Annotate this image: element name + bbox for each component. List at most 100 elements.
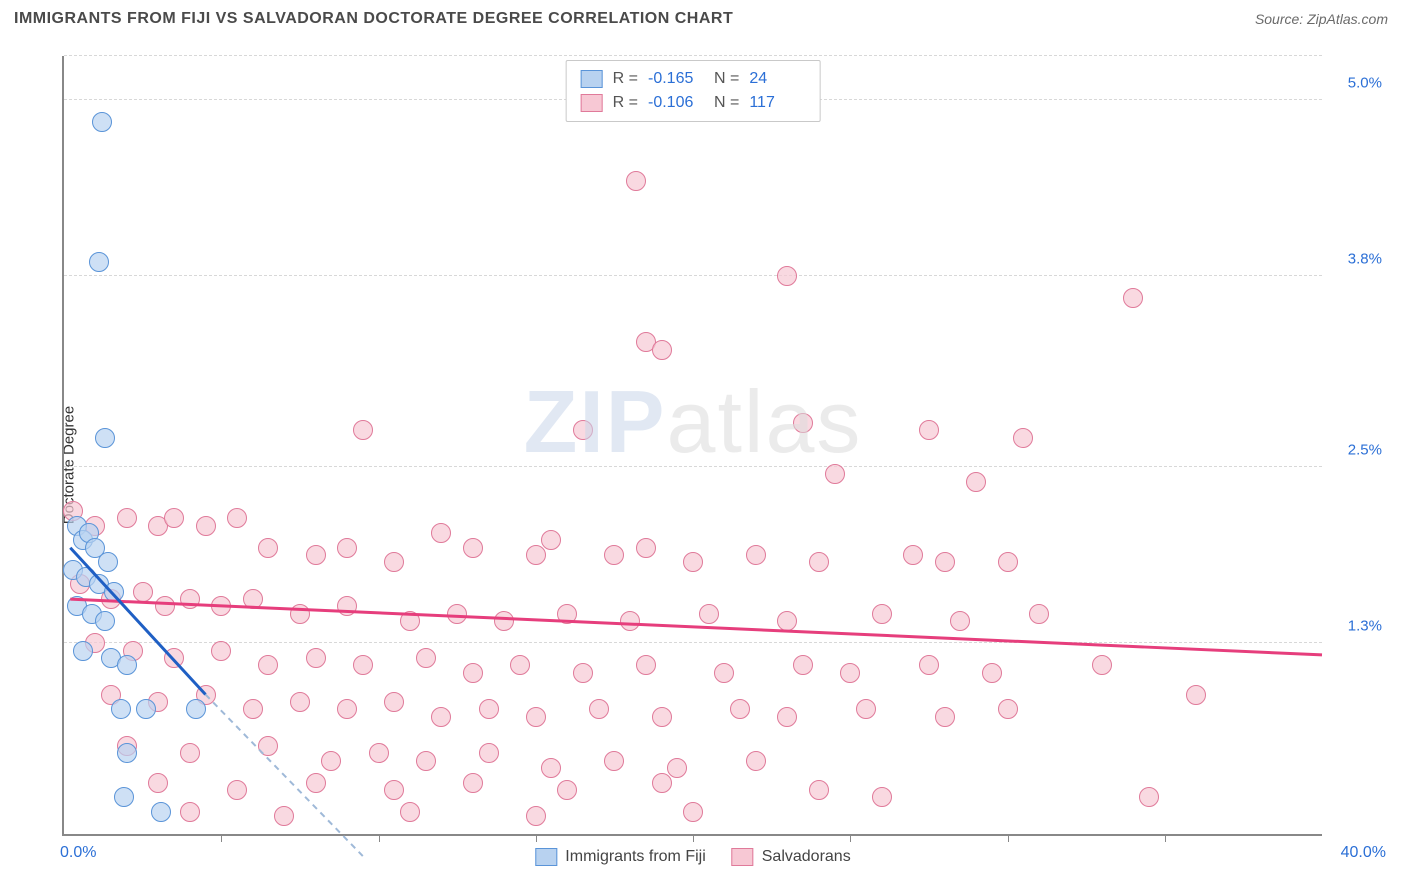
data-point-salv [180,743,200,763]
y-tick-label: 2.5% [1348,442,1382,459]
gridline [64,642,1322,643]
data-point-salv [431,523,451,543]
legend-row-salv: R = -0.106 N = 117 [581,91,806,115]
data-point-salv [447,604,467,624]
data-point-salv [626,171,646,191]
legend-item-fiji: Immigrants from Fiji [535,848,705,866]
data-point-salv [117,508,137,528]
data-point-salv [164,508,184,528]
data-point-fiji [111,699,131,719]
data-point-fiji [151,802,171,822]
data-point-salv [479,699,499,719]
data-point-salv [494,611,514,631]
data-point-salv [180,589,200,609]
data-point-salv [683,802,703,822]
watermark-atlas: atlas [667,372,863,471]
data-point-salv [384,780,404,800]
data-point-salv [337,538,357,558]
legend-label-fiji: Immigrants from Fiji [565,848,705,866]
y-tick-label: 1.3% [1348,618,1382,635]
data-point-fiji [117,655,137,675]
data-point-salv [211,641,231,661]
source-prefix: Source: [1255,11,1307,27]
data-point-salv [196,516,216,536]
data-point-salv [1186,685,1206,705]
data-point-salv [541,758,561,778]
data-point-fiji [98,552,118,572]
data-point-salv [479,743,499,763]
data-point-salv [620,611,640,631]
data-point-salv [337,699,357,719]
data-point-fiji [89,252,109,272]
legend-item-salv: Salvadorans [732,848,851,866]
r-value-salv: -0.106 [648,91,704,115]
data-point-salv [1013,428,1033,448]
data-point-salv [463,773,483,793]
data-point-salv [793,413,813,433]
data-point-fiji [186,699,206,719]
data-point-fiji [117,743,137,763]
x-tick [693,834,694,842]
x-tick [850,834,851,842]
data-point-salv [463,663,483,683]
data-point-salv [919,655,939,675]
x-axis-min: 0.0% [60,844,96,862]
data-point-salv [557,780,577,800]
data-point-salv [258,538,278,558]
data-point-salv [155,596,175,616]
data-point-salv [604,545,624,565]
y-tick-label: 5.0% [1348,75,1382,92]
data-point-salv [746,751,766,771]
data-point-fiji [136,699,156,719]
swatch-fiji [581,70,603,88]
legend-label-salv: Salvadorans [762,848,851,866]
data-point-salv [903,545,923,565]
data-point-salv [510,655,530,675]
data-point-salv [369,743,389,763]
chart-header: IMMIGRANTS FROM FIJI VS SALVADORAN DOCTO… [0,0,1406,36]
n-value-fiji: 24 [749,67,805,91]
r-label: R = [613,91,638,115]
data-point-salv [258,736,278,756]
data-point-salv [872,787,892,807]
data-point-salv [306,648,326,668]
x-tick [221,834,222,842]
data-point-salv [793,655,813,675]
data-point-salv [699,604,719,624]
data-point-salv [777,266,797,286]
data-point-salv [133,582,153,602]
data-point-fiji [73,641,93,661]
n-label: N = [714,67,739,91]
data-point-salv [180,802,200,822]
data-point-salv [573,420,593,440]
data-point-salv [1092,655,1112,675]
data-point-salv [148,773,168,793]
data-point-salv [306,545,326,565]
data-point-salv [604,751,624,771]
r-label: R = [613,67,638,91]
data-point-salv [306,773,326,793]
data-point-salv [683,552,703,572]
data-point-salv [416,751,436,771]
data-point-salv [526,707,546,727]
chart-container: Doctorate Degree ZIPatlas R = -0.165 N =… [14,46,1392,884]
data-point-salv [714,663,734,683]
data-point-salv [840,663,860,683]
data-point-salv [652,707,672,727]
x-tick [536,834,537,842]
gridline [64,55,1322,56]
n-label: N = [714,91,739,115]
data-point-salv [746,545,766,565]
data-point-salv [290,604,310,624]
series-legend: Immigrants from Fiji Salvadorans [535,848,850,866]
data-point-salv [337,596,357,616]
data-point-salv [526,806,546,826]
data-point-salv [589,699,609,719]
x-tick [379,834,380,842]
data-point-salv [290,692,310,712]
data-point-fiji [95,428,115,448]
data-point-salv [998,699,1018,719]
data-point-salv [557,604,577,624]
plot-area: ZIPatlas R = -0.165 N = 24 R = -0.106 N … [62,56,1322,836]
data-point-salv [400,802,420,822]
